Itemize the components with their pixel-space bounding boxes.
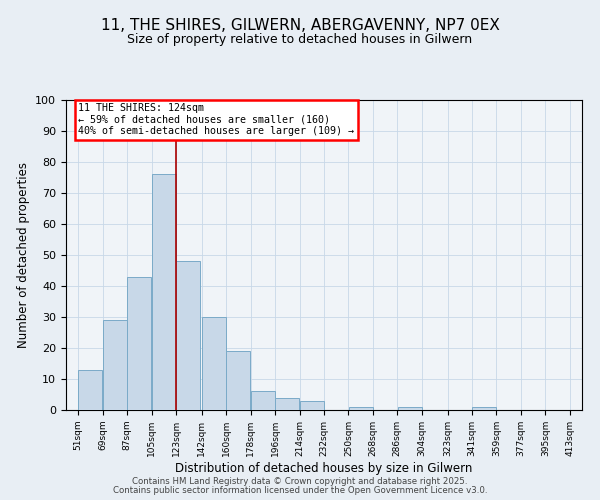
Text: Contains public sector information licensed under the Open Government Licence v3: Contains public sector information licen… [113,486,487,495]
Bar [398,407,422,410]
Bar [103,320,127,410]
Bar [127,276,151,410]
Bar [472,407,496,410]
Bar [226,351,250,410]
Bar [251,392,275,410]
Bar [349,407,373,410]
Text: Contains HM Land Registry data © Crown copyright and database right 2025.: Contains HM Land Registry data © Crown c… [132,477,468,486]
Bar [275,398,299,410]
Bar [152,174,176,410]
Text: 11, THE SHIRES, GILWERN, ABERGAVENNY, NP7 0EX: 11, THE SHIRES, GILWERN, ABERGAVENNY, NP… [101,18,499,32]
Bar [176,261,200,410]
Bar [79,370,103,410]
Bar [300,400,324,410]
Text: 11 THE SHIRES: 124sqm
← 59% of detached houses are smaller (160)
40% of semi-det: 11 THE SHIRES: 124sqm ← 59% of detached … [78,103,354,136]
X-axis label: Distribution of detached houses by size in Gilwern: Distribution of detached houses by size … [175,462,473,474]
Y-axis label: Number of detached properties: Number of detached properties [17,162,30,348]
Bar [202,317,226,410]
Text: Size of property relative to detached houses in Gilwern: Size of property relative to detached ho… [127,32,473,46]
